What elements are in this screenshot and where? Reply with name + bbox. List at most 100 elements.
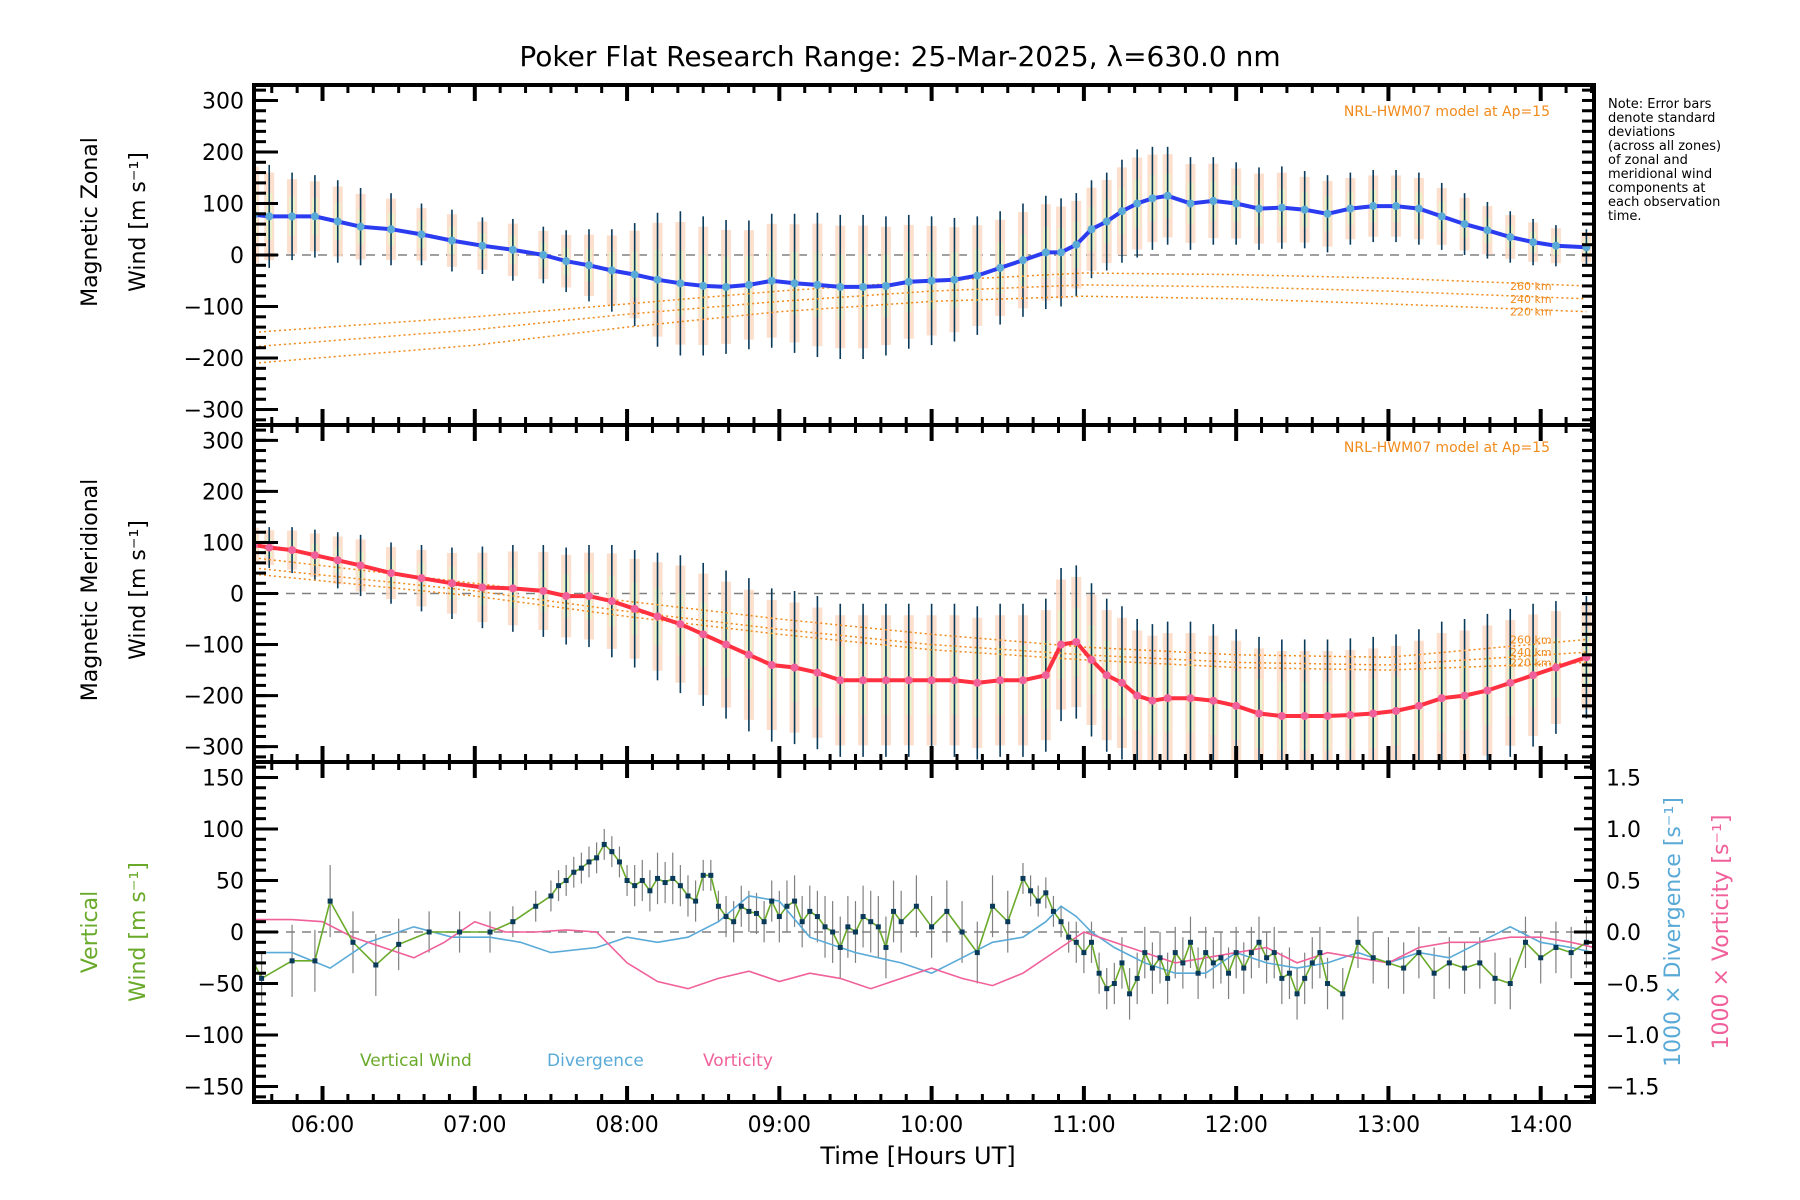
vertical-wind-point xyxy=(1149,965,1155,971)
mean-wind-point xyxy=(356,561,365,570)
mean-wind-point xyxy=(1163,191,1172,200)
mean-wind-point xyxy=(722,640,731,649)
x-tick-label: 12:00 xyxy=(1204,1113,1267,1138)
mean-wind-point xyxy=(1255,204,1263,213)
mean-wind-point xyxy=(447,236,456,245)
vertical-wind-point xyxy=(685,893,691,899)
mean-wind-point xyxy=(1437,694,1446,703)
note-line: each observation xyxy=(1608,195,1720,210)
mean-wind-point xyxy=(1041,671,1050,680)
vertical-wind-point xyxy=(1492,975,1498,981)
right-tick-label: −1.0 xyxy=(1606,1024,1659,1049)
vertical-wind-point xyxy=(807,908,813,914)
mean-wind-point xyxy=(1414,701,1423,710)
vertical-wind-point xyxy=(1096,970,1102,976)
mean-wind-point xyxy=(996,676,1005,685)
x-tick-label: 07:00 xyxy=(443,1113,506,1138)
mean-wind-point xyxy=(1392,706,1401,715)
vertical-wind-point xyxy=(1370,955,1376,961)
mean-wind-point xyxy=(387,569,396,578)
vertical-wind-point xyxy=(426,929,432,935)
mean-wind-point xyxy=(699,281,708,290)
plot-area xyxy=(254,828,1594,1020)
mean-wind-point xyxy=(1133,199,1142,208)
left-tick-label: −300 xyxy=(184,399,244,424)
mean-wind-point xyxy=(1057,248,1066,257)
mean-wind-point xyxy=(744,650,753,659)
vertical-wind-point xyxy=(1279,975,1285,981)
vertical-wind-point xyxy=(1066,934,1072,940)
vertical-wind-point xyxy=(594,855,600,861)
mean-wind-point xyxy=(1148,194,1157,203)
model-height-label: 240 km xyxy=(1510,646,1552,659)
mean-wind-point xyxy=(676,620,685,629)
mean-wind-point xyxy=(1209,696,1218,705)
vertical-wind-point xyxy=(571,869,577,875)
left-tick-label: 100 xyxy=(202,531,244,556)
vertical-wind-point xyxy=(852,929,858,935)
mean-wind-point xyxy=(1186,694,1195,703)
legend-vertical-wind: Vertical Wind xyxy=(360,1051,472,1071)
vertical-wind-point xyxy=(1477,960,1483,966)
vertical-panel: Vertical Wind [m s⁻¹] 1000 × Divergence … xyxy=(78,760,1734,1170)
mean-wind-point xyxy=(904,676,913,685)
mean-wind-point xyxy=(1437,212,1446,221)
left-tick-label: 300 xyxy=(202,89,244,114)
vertical-wind-point xyxy=(1058,919,1064,925)
model-height-label: 220 km xyxy=(1510,306,1552,319)
vertical-wind-point xyxy=(1073,939,1079,945)
vertical-wind-point xyxy=(784,903,790,909)
mean-wind-point xyxy=(1369,709,1378,718)
vertical-wind-point xyxy=(677,883,683,889)
vertical-wind-point xyxy=(738,903,744,909)
mean-wind-point xyxy=(1117,207,1126,216)
vertical-wind-point xyxy=(693,898,699,904)
vorticity-line xyxy=(254,918,1594,990)
mean-wind-point xyxy=(927,676,936,685)
left-tick-label: −300 xyxy=(184,736,244,761)
vertical-wind-point xyxy=(1210,960,1216,966)
mean-wind-point xyxy=(1117,678,1126,687)
mean-wind-point xyxy=(1414,204,1423,213)
vertical-wind-point xyxy=(1325,981,1331,987)
vertical-wind-point xyxy=(1522,939,1528,945)
left-tick-label: 50 xyxy=(216,869,244,894)
legend-vorticity: Vorticity xyxy=(703,1051,773,1071)
mean-wind-point xyxy=(1483,226,1492,235)
vertical-wind-point xyxy=(1271,950,1277,956)
vertical-wind-point xyxy=(609,849,615,855)
right-tick-label: 1.5 xyxy=(1606,766,1641,791)
left-tick-label: 300 xyxy=(202,429,244,454)
mean-wind-point xyxy=(1551,241,1560,250)
vertical-wind-point xyxy=(639,877,645,883)
mean-wind-point xyxy=(1232,701,1241,710)
x-tick-label: 13:00 xyxy=(1357,1113,1420,1138)
vertical-wind-point xyxy=(1203,950,1209,956)
vertical-wind-point xyxy=(578,865,584,871)
vertical-wind-point xyxy=(632,883,638,889)
vertical-wind-point xyxy=(556,883,562,889)
vertical-wind-point xyxy=(1020,875,1026,881)
vertical-wind-point xyxy=(1104,986,1110,992)
vertical-wind-point xyxy=(1538,955,1544,961)
vertical-wind-point xyxy=(769,898,775,904)
vertical-wind-point xyxy=(776,914,782,920)
note-line: time. xyxy=(1608,209,1642,224)
mean-wind-point xyxy=(310,212,319,221)
model-curve-220km xyxy=(254,573,1587,671)
mean-wind-point xyxy=(1057,640,1066,649)
vertical-wind-point xyxy=(624,877,630,883)
vertical-wind-point xyxy=(1355,939,1361,945)
model-height-label: 260 km xyxy=(1510,633,1552,646)
mean-wind-point xyxy=(310,551,319,560)
left-tick-label: 150 xyxy=(202,766,244,791)
vertical-wind-point xyxy=(1302,975,1308,981)
zonal-panel: Magnetic Zonal Wind [m s⁻¹] NRL-HWM07 mo… xyxy=(78,83,1596,427)
mean-wind-point xyxy=(1087,225,1096,234)
mean-wind-point xyxy=(508,584,517,593)
vertical-wind-point xyxy=(959,929,965,935)
vertical-wind-point xyxy=(1035,898,1041,904)
mean-wind-point xyxy=(333,556,342,565)
mean-wind-point xyxy=(676,279,685,288)
